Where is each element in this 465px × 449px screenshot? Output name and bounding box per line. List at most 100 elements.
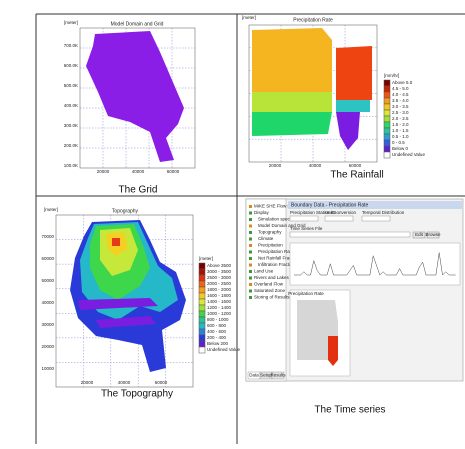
legend-unit: [mm/hr] bbox=[384, 73, 399, 78]
legend-swatch bbox=[199, 287, 205, 293]
tree-item: Precipitation bbox=[258, 243, 283, 248]
legend-swatch bbox=[384, 122, 390, 128]
tree-item: Display bbox=[254, 210, 270, 215]
x-tick-label: 20000 bbox=[97, 169, 110, 174]
axis-unit: [meter] bbox=[242, 15, 256, 20]
y-tick-label: 500.0K bbox=[64, 83, 78, 88]
legend-label: 1.0 - 1.5 bbox=[392, 128, 409, 133]
tree-icon bbox=[249, 270, 252, 273]
tab-label: Data bbox=[249, 373, 259, 378]
plot-title: Model Domain and Grid bbox=[111, 21, 164, 27]
form-label: Temporal Distribution bbox=[362, 210, 405, 215]
legend-label: 1.5 - 2.0 bbox=[392, 122, 409, 127]
tree-item: Saturated Zone bbox=[254, 288, 286, 293]
tree-item: Overland Flow bbox=[254, 282, 284, 287]
y-tick-label: 50000 bbox=[41, 278, 54, 283]
rain-zone bbox=[336, 46, 372, 100]
legend-label: Above 3500 bbox=[207, 263, 232, 268]
x-tick-label: 60000 bbox=[167, 169, 180, 174]
legend-label: Undefined Value bbox=[392, 152, 425, 157]
x-tick-label: 60000 bbox=[155, 380, 168, 385]
tree-item: Storing of Results bbox=[254, 295, 290, 300]
x-tick-label: 20000 bbox=[81, 380, 94, 385]
tree-item: Land Use bbox=[254, 269, 274, 274]
legend-swatch bbox=[199, 269, 205, 275]
rain-zone bbox=[252, 92, 332, 112]
y-tick-label: 100.0K bbox=[64, 163, 78, 168]
y-tick-label: 30000 bbox=[41, 322, 54, 327]
legend-swatch bbox=[384, 116, 390, 122]
tree-icon bbox=[249, 218, 252, 221]
form-label: Time Series File bbox=[290, 226, 323, 231]
y-tick-label: 600.0K bbox=[64, 63, 78, 68]
legend-label: 200 - 400 bbox=[207, 335, 227, 340]
tree-icon bbox=[249, 244, 252, 247]
legend-swatch bbox=[384, 98, 390, 104]
legend-label: 0 - 0.5 bbox=[392, 140, 405, 145]
tree-icon bbox=[249, 238, 252, 241]
form-label: Unit conversion bbox=[325, 210, 357, 215]
legend-label: 1200 - 1400 bbox=[207, 305, 232, 310]
x-tick-label: 40000 bbox=[132, 169, 145, 174]
caption: The Topography bbox=[101, 389, 173, 400]
legend-label: 600 - 800 bbox=[207, 323, 227, 328]
tree-icon bbox=[249, 296, 252, 299]
legend-swatch bbox=[384, 134, 390, 140]
button-label: Browse bbox=[425, 232, 441, 237]
y-tick-label: 200.0K bbox=[64, 143, 78, 148]
y-tick-label: 700.0K bbox=[64, 43, 78, 48]
tab-label: Results bbox=[270, 373, 286, 378]
tree-icon bbox=[249, 264, 252, 267]
legend-label: 4.5 - 5.0 bbox=[392, 86, 409, 91]
y-tick-label: 70000 bbox=[41, 234, 54, 239]
axis-unit: [meter] bbox=[44, 207, 58, 212]
legend-swatch bbox=[199, 317, 205, 323]
caption: The Time series bbox=[314, 405, 385, 416]
red-area bbox=[328, 336, 338, 366]
legend-swatch bbox=[199, 329, 205, 335]
legend-label: 800 - 1000 bbox=[207, 317, 229, 322]
rain-zone bbox=[336, 100, 370, 112]
legend-label: 2.0 - 2.5 bbox=[392, 116, 409, 121]
tree-icon bbox=[249, 283, 252, 286]
legend-swatch bbox=[199, 347, 205, 353]
tree-item: Climate bbox=[258, 236, 274, 241]
legend-swatch bbox=[384, 92, 390, 98]
legend-label: 1000 - 1200 bbox=[207, 311, 232, 316]
legend-swatch bbox=[199, 323, 205, 329]
legend-swatch bbox=[384, 80, 390, 86]
caption: The Rainfall bbox=[330, 170, 383, 181]
legend-swatch bbox=[199, 281, 205, 287]
legend-label: 2.5 - 3.0 bbox=[392, 110, 409, 115]
legend-swatch bbox=[199, 293, 205, 299]
y-tick-label: 20000 bbox=[41, 344, 54, 349]
y-tick-label: 300.0K bbox=[64, 123, 78, 128]
legend-swatch bbox=[384, 104, 390, 110]
legend-label: 0.5 - 1.0 bbox=[392, 134, 409, 139]
legend-label: 2500 - 3000 bbox=[207, 275, 232, 280]
legend-swatch bbox=[199, 275, 205, 281]
tree-icon bbox=[249, 257, 252, 260]
x-tick-label: 40000 bbox=[309, 163, 322, 168]
terrain bbox=[112, 238, 120, 246]
legend-label: 1400 - 1600 bbox=[207, 299, 232, 304]
x-tick-label: 40000 bbox=[118, 380, 131, 385]
legend-label: Below 0 bbox=[392, 146, 409, 151]
y-tick-label: 60000 bbox=[41, 256, 54, 261]
legend-label: Above 5.0 bbox=[392, 80, 413, 85]
legend-label: 3.5 - 4.0 bbox=[392, 98, 409, 103]
legend-label: Undefined Value bbox=[207, 347, 240, 352]
caption: The Grid bbox=[119, 185, 158, 196]
tree-item: Precipitation Rate bbox=[258, 249, 294, 254]
y-tick-label: 10000 bbox=[41, 366, 54, 371]
legend-swatch bbox=[384, 128, 390, 134]
legend-swatch bbox=[199, 263, 205, 269]
axis-unit: [meter] bbox=[64, 20, 78, 25]
tree-item: Rivers and Lakes bbox=[254, 275, 290, 280]
legend-label: 3000 - 3500 bbox=[207, 269, 232, 274]
tree-icon bbox=[249, 251, 252, 254]
y-tick-label: 40000 bbox=[41, 300, 54, 305]
time-series-plot bbox=[290, 243, 460, 285]
tree-icon bbox=[249, 231, 252, 234]
tree-item: Topography bbox=[258, 230, 282, 235]
